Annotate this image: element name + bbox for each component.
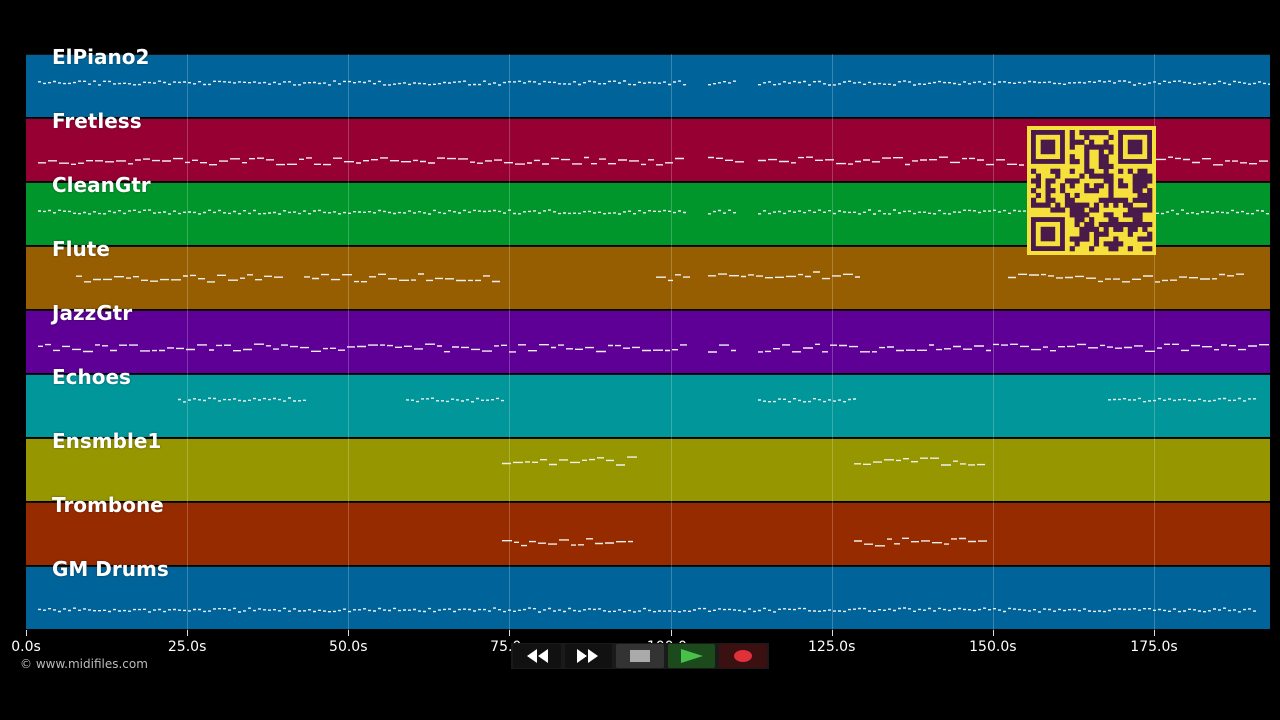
axis-tick-label: 125.0s	[808, 639, 856, 655]
qr-code-icon	[1031, 130, 1153, 252]
rewind-button[interactable]	[513, 644, 561, 668]
track-lane: JazzGtr	[26, 301, 1270, 373]
axis-tick	[187, 630, 189, 636]
fast-forward-icon	[577, 649, 599, 663]
track-lane: Ensmble1	[26, 429, 1270, 501]
copyright-text: © www.midifiles.com	[20, 657, 148, 671]
play-button[interactable]	[667, 644, 716, 668]
axis-tick-label: 150.0s	[969, 639, 1017, 655]
stop-icon	[629, 650, 650, 662]
rewind-icon	[526, 649, 548, 663]
play-icon	[680, 649, 703, 663]
track-name: JazzGtr	[52, 301, 133, 325]
axis-tick	[831, 630, 833, 636]
fast-forward-button[interactable]	[564, 644, 613, 668]
axis-tick	[1153, 630, 1155, 636]
qr-code	[1027, 126, 1156, 255]
axis-tick	[509, 630, 511, 636]
axis-tick	[670, 630, 672, 636]
track-name: Echoes	[52, 365, 131, 389]
track-name: ElPiano2	[52, 45, 150, 69]
track-lane: Trombone	[26, 493, 1270, 565]
track-name: Ensmble1	[52, 429, 162, 453]
track-name: Trombone	[52, 493, 164, 517]
axis-tick-label: 175.0s	[1130, 639, 1178, 655]
axis-tick-label: 0.0s	[11, 639, 41, 655]
track-name: GM Drums	[52, 557, 169, 581]
track-lane: Flute	[26, 237, 1270, 309]
transport-controls	[511, 643, 769, 669]
track-lane: GM Drums	[26, 557, 1270, 629]
track-lane: ElPiano2	[26, 45, 1270, 117]
record-icon	[734, 650, 753, 662]
axis-tick	[992, 630, 994, 636]
axis-tick-label: 25.0s	[167, 639, 207, 655]
axis-tick	[26, 630, 27, 636]
record-button[interactable]	[719, 644, 767, 668]
track-name: CleanGtr	[52, 173, 151, 197]
track-lanes: ElPiano2 Fretless CleanGtr Flute JazzGtr Echo…	[26, 45, 1270, 630]
track-name: Fretless	[52, 109, 142, 133]
stop-button[interactable]	[616, 644, 664, 668]
track-lane: Echoes	[26, 365, 1270, 437]
track-name: Flute	[52, 237, 110, 261]
axis-tick-label: 50.0s	[329, 639, 368, 655]
axis-tick	[348, 630, 350, 636]
